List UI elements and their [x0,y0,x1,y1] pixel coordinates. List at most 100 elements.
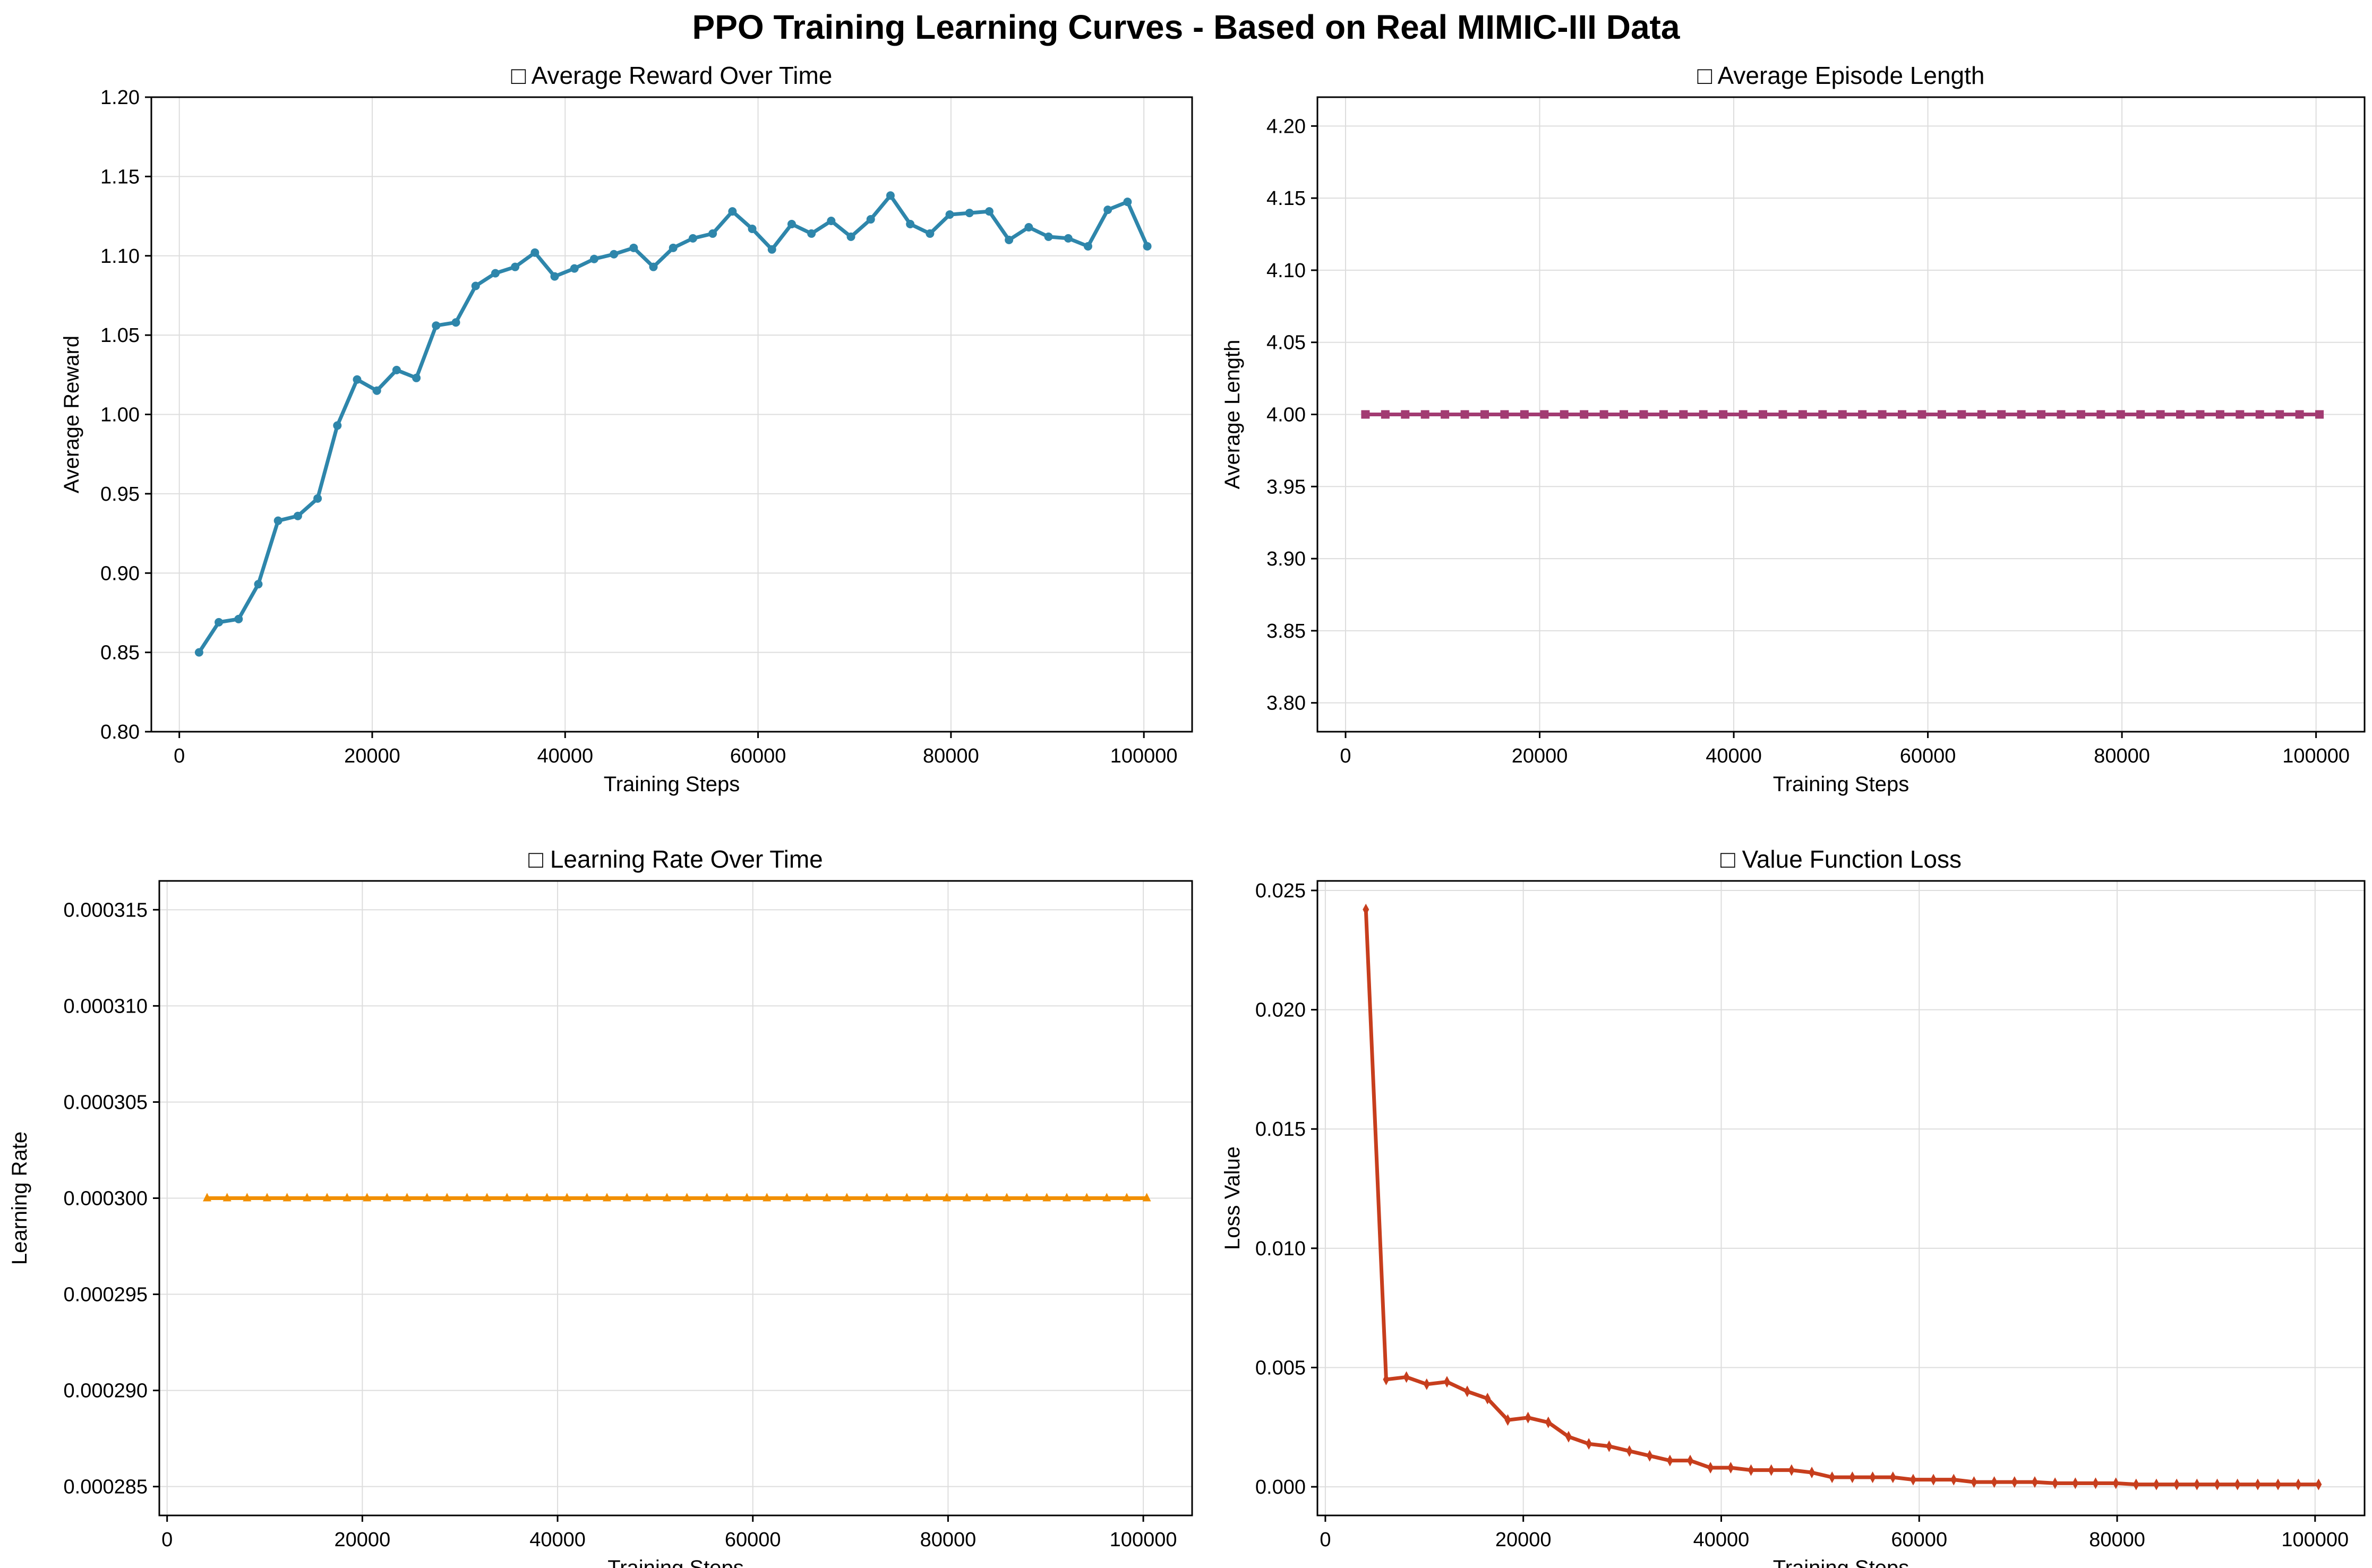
lr-point [662,1193,671,1202]
x-tick-label-40000: 40000 [529,1529,586,1551]
lr-point [523,1193,532,1202]
lr-point [742,1193,751,1202]
loss-point [2275,1478,2282,1490]
loss-point [1545,1416,1552,1428]
reward-point [194,648,203,657]
length-point [1739,410,1748,419]
plot-frame [1316,880,2366,1516]
reward-point [471,281,480,290]
y-tick-label-0-95: 0.95 [100,483,140,505]
lr-point [502,1193,511,1202]
x-tick-label-20000: 20000 [335,1529,391,1551]
loss-point [1504,1414,1511,1426]
lr-point [1022,1193,1031,1202]
y-tick-label-0-000310: 0.000310 [64,995,148,1017]
loss-point [1626,1445,1633,1457]
reward-point [610,250,619,259]
lr-point [622,1193,631,1202]
reward-point [866,215,875,224]
length-point [2136,410,2145,419]
reward-point [984,207,994,216]
reward-point [945,210,954,219]
reward-point [767,245,776,254]
length-point [2037,410,2046,419]
y-tick-label-4-05: 4.05 [1266,332,1306,354]
lr-point [823,1193,832,1202]
reward-point [451,318,460,327]
y-tick-label-4-15: 4.15 [1266,187,1306,210]
loss-point [2173,1478,2180,1490]
loss-point [2234,1478,2241,1490]
loss-point [2254,1478,2261,1490]
reward-point [965,209,974,218]
reward-point [748,224,757,233]
loss-point [1829,1471,1836,1484]
loss-point [1363,903,1369,915]
x-tick-label-60000: 60000 [730,745,786,767]
lr-chart-title: □ Learning Rate Over Time [528,845,823,873]
length-point [1798,410,1807,419]
y-tick-label-0-000295: 0.000295 [64,1284,148,1306]
lr-point [922,1193,931,1202]
loss-point [2153,1478,2160,1490]
reward-point [353,375,362,384]
reward-point [412,373,421,382]
lr-markers [203,1193,1151,1202]
length-point [2196,410,2205,419]
x-tick-label-80000: 80000 [923,745,979,767]
chart-learning-rate: 0 20000 40000 60000 80000 100000 0.000285 0.000… [8,845,1193,1568]
length-point [1997,410,2006,419]
loss-point [2133,1478,2139,1490]
loss-point [1971,1476,1977,1488]
length-point [1838,410,1847,419]
y-tick-label-0-80: 0.80 [100,721,140,743]
y-tick-label-0-015: 0.015 [1255,1118,1306,1141]
reward-point [313,494,322,503]
reward-y-axis-label: Average Reward [60,336,83,493]
reward-point [1024,222,1033,232]
x-tick-label-0: 0 [1320,1529,1331,1551]
length-point [1937,410,1946,419]
x-tick-label-0: 0 [1340,745,1351,767]
lr-point [722,1193,731,1202]
lr-y-axis-label: Learning Rate [8,1132,31,1265]
y-tick-label-0-000290: 0.000290 [64,1380,148,1402]
lr-point [243,1193,252,1202]
lr-point [403,1193,412,1202]
x-tick-label-100000: 100000 [2282,745,2350,767]
length-point [2096,410,2105,419]
length-point [1699,410,1708,419]
length-point [1659,410,1668,419]
reward-point [570,264,579,273]
reward-point [827,217,836,226]
y-tick-label-1-15: 1.15 [100,166,140,188]
reward-markers [194,191,1152,657]
lr-point [782,1193,791,1202]
y-tick-label-3-90: 3.90 [1266,548,1306,570]
loss-point [1484,1392,1491,1404]
length-y-axis-label: Average Length [1221,340,1244,490]
length-chart-title: □ Average Episode Length [1697,62,1984,89]
y-tick-label-1-05: 1.05 [100,324,140,347]
reward-point [589,254,598,263]
lr-point [262,1193,271,1202]
y-tick-label-0-000285: 0.000285 [64,1476,148,1498]
y-tick-label-0-010: 0.010 [1255,1238,1306,1260]
length-point [1540,410,1549,419]
loss-point [1748,1464,1754,1476]
loss-point [1909,1473,1916,1486]
lr-point [643,1193,652,1202]
reward-point [293,511,302,520]
lr-point [883,1193,892,1202]
lr-point [943,1193,952,1202]
loss-point [2031,1476,2038,1488]
figure-title: PPO Training Learning Curves - Based on … [692,8,1680,46]
lr-point [382,1193,391,1202]
reward-point [708,229,717,238]
lr-point [342,1193,352,1202]
x-tick-label-20000: 20000 [1495,1529,1552,1551]
grid [1317,881,2365,1515]
lr-point [982,1193,991,1202]
loss-point [2295,1478,2302,1490]
reward-point [926,229,935,238]
